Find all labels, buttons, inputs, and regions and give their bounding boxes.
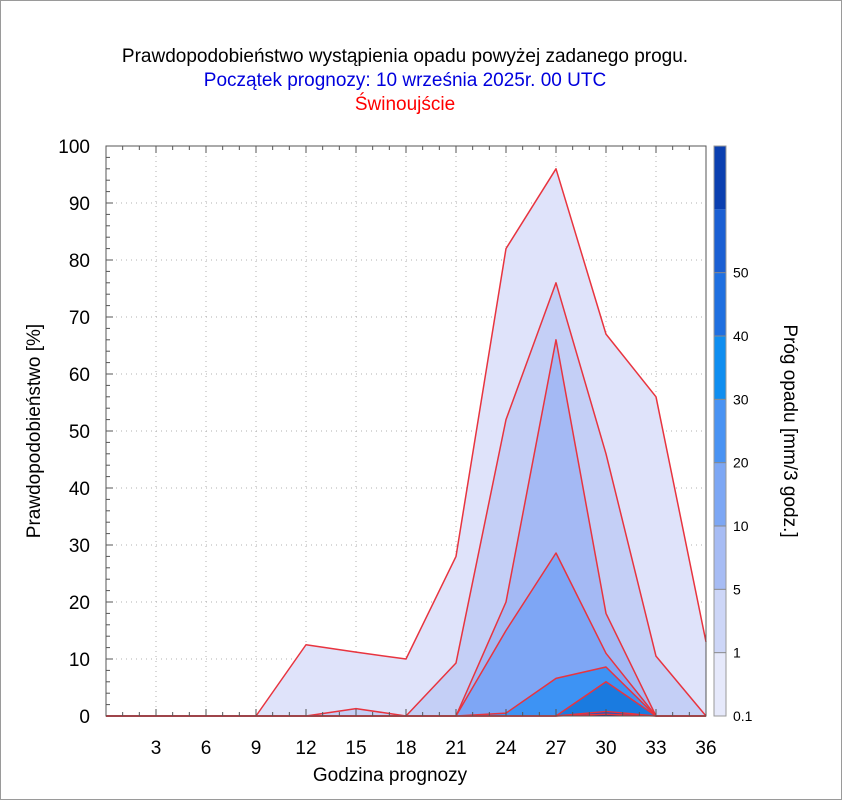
colorbar-segment-3 [714,462,726,526]
colorbar-label: 30 [733,391,749,407]
x-tick-label: 6 [201,738,212,759]
colorbar-label: 20 [733,455,749,471]
area-threshold-3 [106,552,706,716]
x-tick-label: 18 [395,738,416,759]
colorbar-segment-6 [714,272,726,336]
y-tick-label: 30 [69,536,90,557]
colorbar: 0.1 1 5 10 20 30 40 50 Próg opadu [mm/3 godz.] [713,145,800,724]
x-tick-label: 36 [695,738,716,759]
y-tick-label: 90 [69,194,90,215]
y-tick-label: 50 [69,422,90,443]
chart-title: Prawdopodobieństwo wystąpienia opadu pow… [122,46,688,67]
colorbar-label: 40 [733,328,749,344]
colorbar-segment-2 [714,526,726,590]
y-tick-label: 70 [69,308,90,329]
y-tick-label: 0 [79,707,90,728]
x-tick-label: 3 [151,738,162,759]
area-threshold-5 [106,681,706,716]
x-tick-label: 24 [495,738,517,759]
x-tick-label: 15 [345,738,366,759]
x-tick-label: 33 [645,738,666,759]
y-tick-label: 20 [69,593,90,614]
y-tick-label: 40 [69,479,90,500]
colorbar-label: 1 [733,645,741,661]
colorbar-segment-8 [714,146,726,210]
colorbar-border [713,145,727,717]
y-tick-label: 60 [69,365,90,386]
x-tick-label: 12 [295,738,316,759]
colorbar-segment-5 [714,336,726,400]
colorbar-segment-1 [714,589,726,653]
plot-area: 3 6 9 12 15 18 21 24 27 30 33 360102030405060708090… [24,137,717,786]
colorbar-label: 10 [733,518,749,534]
x-tick-label: 21 [445,738,466,759]
colorbar-segment-7 [714,209,726,273]
x-tick-label: 27 [545,738,566,759]
y-tick-label: 80 [69,251,90,272]
chart-location: Świnoujście [355,93,455,115]
y-tick-label: 10 [69,650,90,671]
chart-subtitle: Początek prognozy: 10 września 2025r. 00… [204,70,606,91]
x-tick-label: 30 [595,738,616,759]
x-axis-label: Godzina prognozy [313,765,468,786]
colorbar-label: 5 [733,581,741,597]
x-tick-label: 9 [251,738,262,759]
colorbar-axis-label: Próg opadu [mm/3 godz.] [779,324,800,537]
colorbar-segment-4 [714,399,726,463]
y-axis-label: Prawdopodobieństwo [%] [24,324,45,538]
colorbar-label: 50 [733,265,749,281]
y-tick-label: 100 [58,137,90,158]
colorbar-segment-0 [714,652,726,716]
colorbar-label: 0.1 [733,708,753,724]
